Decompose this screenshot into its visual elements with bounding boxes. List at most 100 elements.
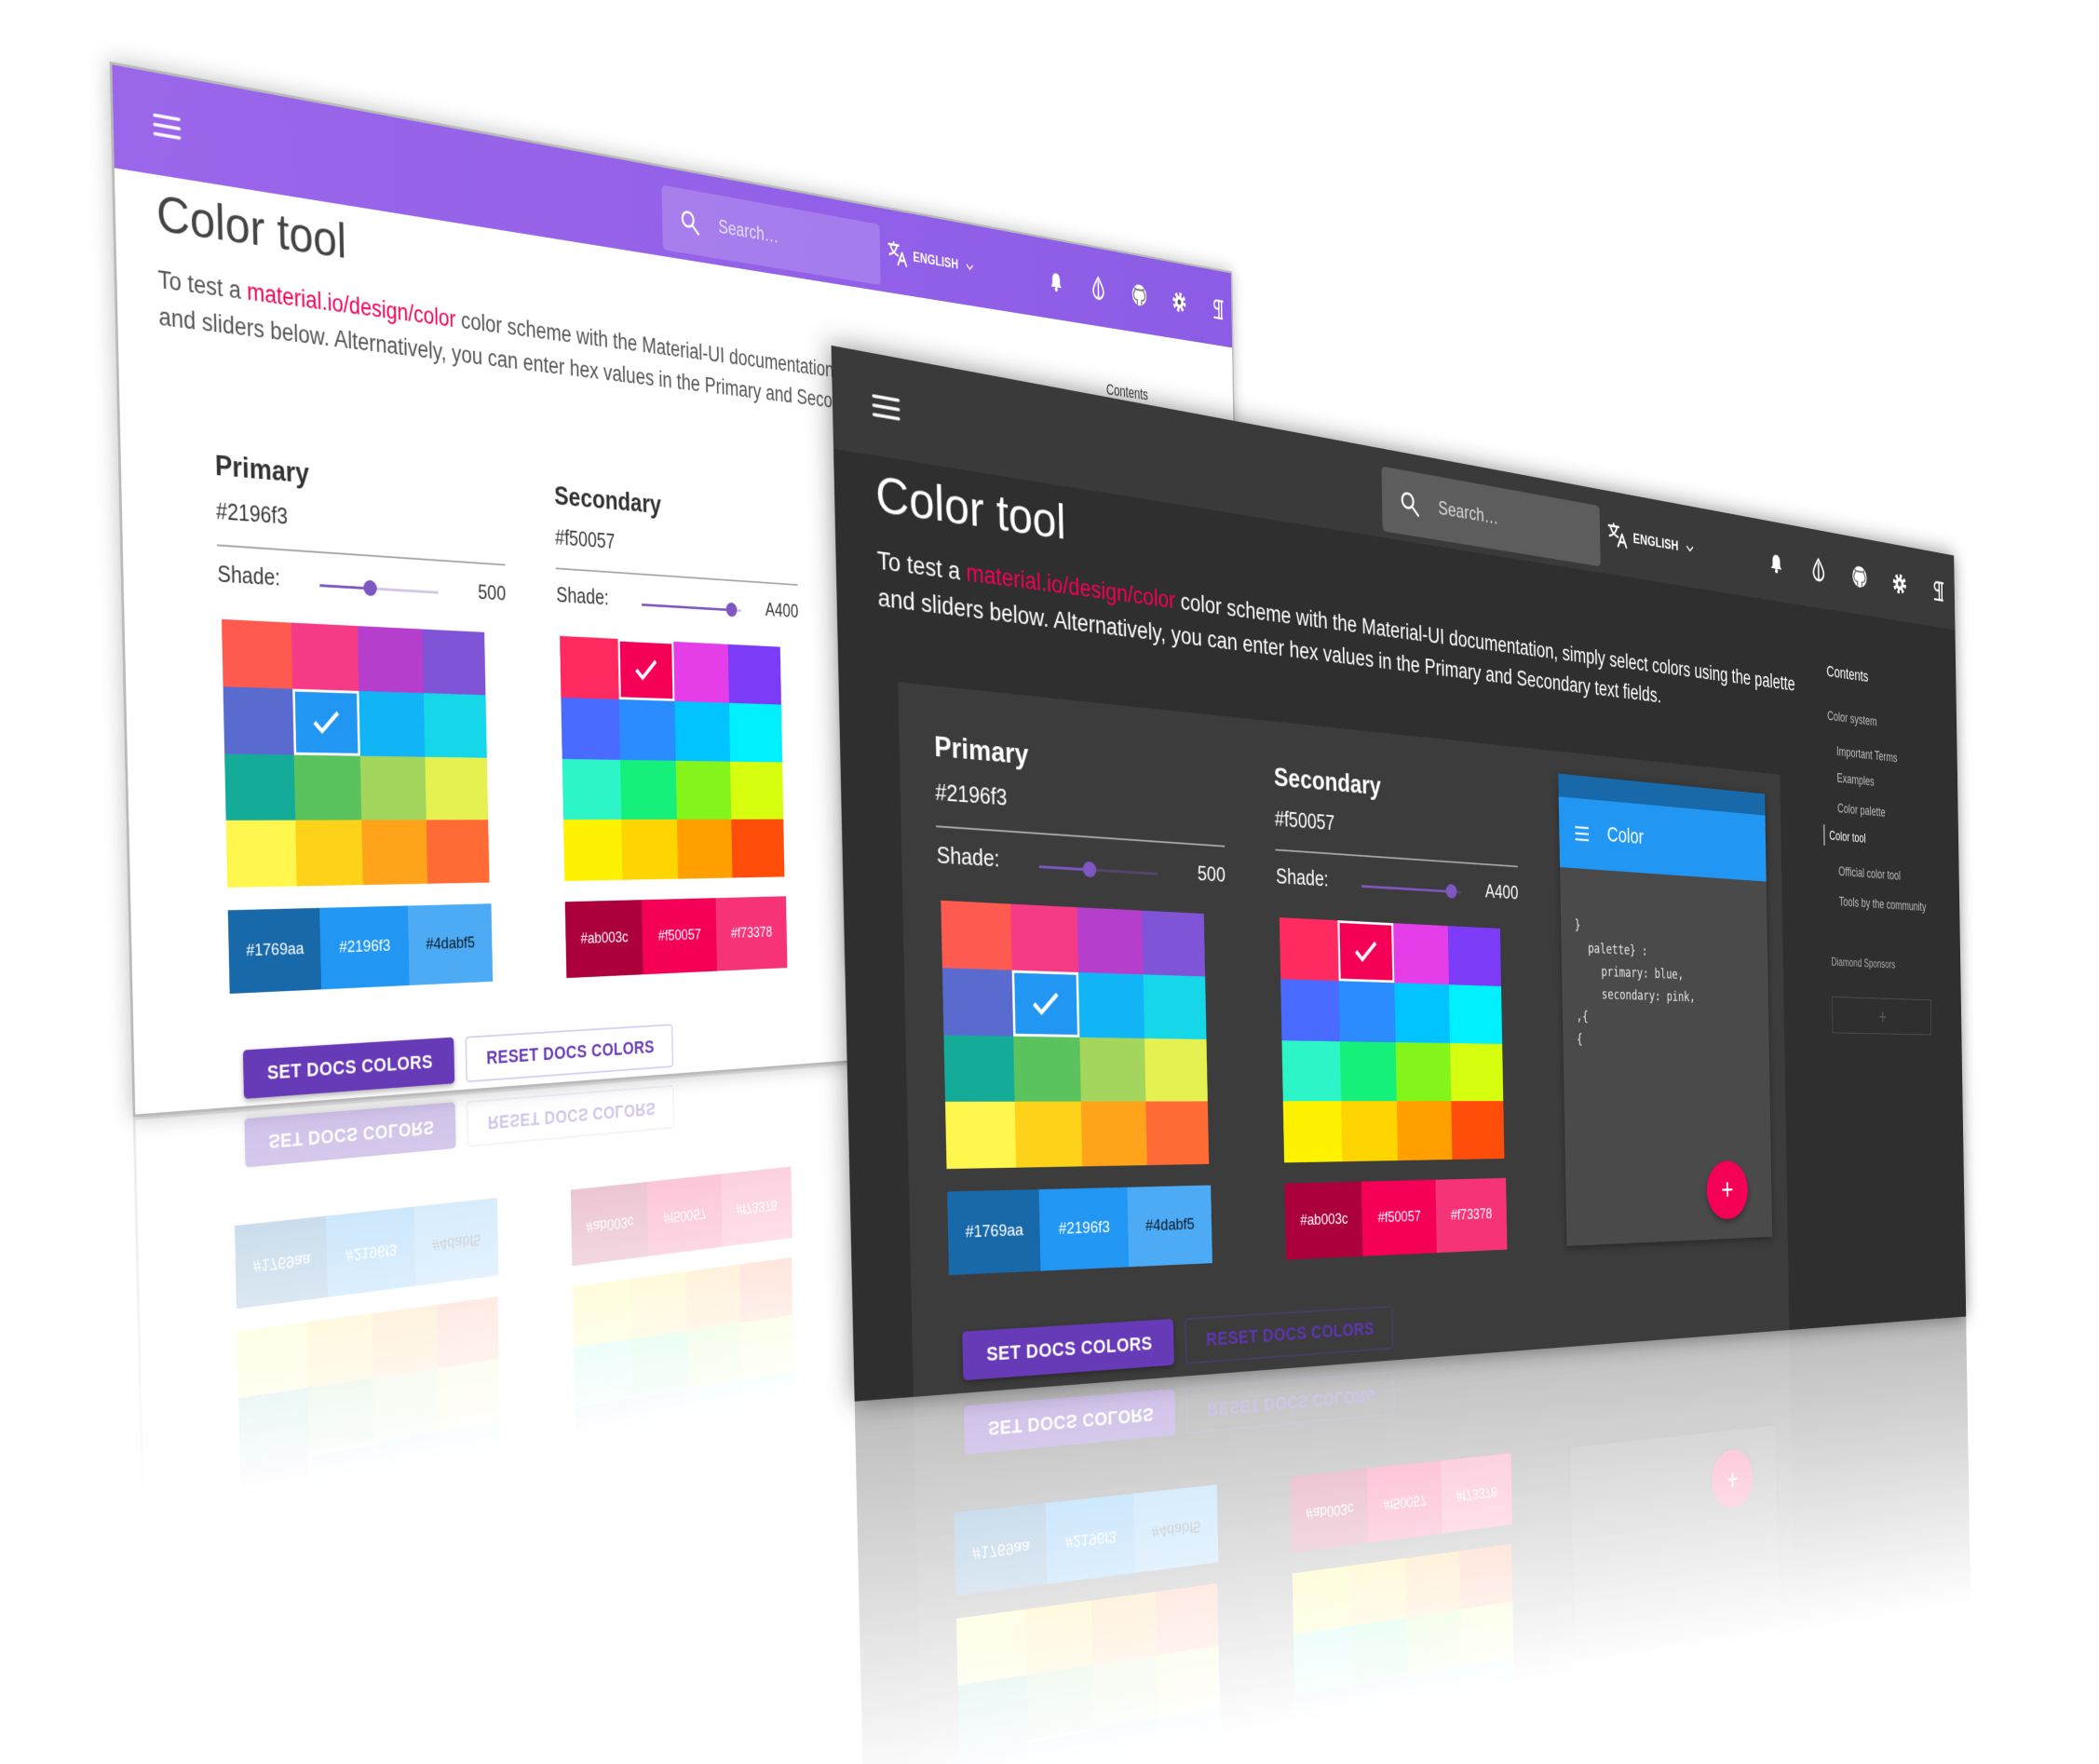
palette-cell[interactable] [562,820,623,881]
slider-thumb[interactable] [1082,861,1097,878]
palette-cell[interactable] [561,697,620,760]
palette-cell[interactable] [1144,1038,1208,1102]
shade-swatch[interactable]: #2196f3 [1038,1187,1129,1271]
palette-cell[interactable] [620,819,679,880]
palette-cell[interactable] [1394,982,1450,1043]
palette-cell[interactable] [617,638,675,701]
shade-swatch[interactable]: #f73378 [1435,1177,1508,1254]
palette-cell[interactable] [359,690,426,757]
palette-cell[interactable] [619,759,677,821]
palette-cell[interactable] [426,820,490,884]
palette-cell[interactable] [225,820,297,888]
palette-cell[interactable] [1143,974,1207,1039]
palette-cell[interactable] [1340,1101,1399,1162]
palette-cell[interactable] [560,635,619,699]
shade-swatch[interactable]: #ab003c [1284,1181,1363,1260]
shade-swatch[interactable]: #4dabf5 [1127,1185,1212,1268]
slider-thumb[interactable] [363,579,378,597]
drop-icon[interactable] [1090,274,1107,303]
github-icon[interactable] [1851,563,1869,590]
language-button[interactable]: ENGLISH [913,249,959,273]
translate-icon[interactable] [887,237,907,268]
palette-cell[interactable] [1393,923,1449,984]
palette-cell[interactable] [675,760,731,820]
bell-icon[interactable] [1767,548,1786,577]
bell-icon[interactable] [1047,266,1065,295]
pilcrow-icon[interactable] [1930,577,1947,604]
language-button[interactable]: ENGLISH [1632,530,1679,555]
palette-cell[interactable] [676,819,733,879]
contents-item[interactable]: Color system [1827,708,1877,729]
palette-cell[interactable] [1450,1101,1505,1160]
shade-swatch[interactable]: #4dabf5 [407,903,494,985]
palette-cell[interactable] [223,685,294,755]
palette-cell[interactable] [1449,1042,1504,1102]
palette-cell[interactable] [1079,1037,1146,1102]
palette-cell[interactable] [729,761,784,820]
palette-cell[interactable] [941,967,1013,1037]
palette-cell[interactable] [1282,1101,1343,1163]
palette-cell[interactable] [1014,1101,1083,1168]
palette-cell[interactable] [727,644,781,705]
palette-cell[interactable] [1279,917,1339,981]
palette-cell[interactable] [1395,1041,1451,1102]
palette-cell[interactable] [1141,910,1206,977]
palette-cell[interactable] [1077,907,1144,975]
palette-cell[interactable] [1145,1101,1210,1166]
fab-button[interactable]: + [1706,1160,1749,1220]
sponsor-slot[interactable] [1832,996,1931,1036]
pilcrow-icon[interactable] [1210,295,1226,322]
contents-item[interactable]: Examples [1836,770,1875,789]
palette-cell[interactable] [1280,978,1340,1041]
shade-slider[interactable] [1361,883,1462,899]
palette-cell[interactable] [1281,1039,1341,1102]
drop-icon[interactable] [1809,555,1827,584]
contents-item[interactable]: Official color tool [1838,863,1902,883]
contents-item[interactable]: Tools by the community [1838,894,1927,915]
palette-cell[interactable] [423,692,487,758]
contents-item[interactable]: Color palette [1836,801,1886,820]
slider-thumb[interactable] [1445,883,1457,899]
shade-slider[interactable] [319,579,439,597]
gear-icon[interactable] [1891,570,1908,598]
shade-swatch[interactable]: #2196f3 [319,905,410,990]
menu-icon[interactable] [869,386,902,428]
hex-input[interactable]: #2196f3 [935,780,1008,811]
contents-item[interactable]: Important Terms [1835,743,1898,766]
palette-cell[interactable] [728,702,783,763]
palette-cell[interactable] [674,700,730,762]
shade-swatch[interactable]: #f50057 [1361,1179,1437,1256]
palette-cell[interactable] [294,820,363,887]
palette-cell[interactable] [730,819,785,878]
palette-cell[interactable] [1077,971,1144,1038]
palette-cell[interactable] [422,629,486,696]
palette-cell[interactable] [1339,1040,1397,1102]
slider-thumb[interactable] [725,602,738,617]
shade-swatch[interactable]: #1769aa [227,907,322,994]
palette-cell[interactable] [425,756,489,821]
palette-cell[interactable] [562,758,621,821]
palette-cell[interactable] [291,688,360,756]
palette-cell[interactable] [224,753,295,821]
hex-input[interactable]: #f50057 [554,525,616,554]
palette-cell[interactable] [1447,926,1502,986]
palette-cell[interactable] [359,755,427,821]
github-icon[interactable] [1131,281,1148,309]
shade-slider[interactable] [1038,861,1158,878]
palette-cell[interactable] [293,754,362,821]
palette-cell[interactable] [1080,1101,1147,1167]
palette-cell[interactable] [673,641,729,703]
palette-cell[interactable] [1012,1036,1081,1102]
palette-cell[interactable] [361,820,427,886]
palette-cell[interactable] [291,622,359,691]
palette-cell[interactable] [1338,980,1396,1042]
palette-cell[interactable] [943,1035,1015,1103]
palette-cell[interactable] [618,699,676,761]
palette-cell[interactable] [944,1101,1016,1170]
gear-icon[interactable] [1171,288,1187,316]
contents-item[interactable]: Color tool [1829,828,1866,846]
palette-cell[interactable] [941,900,1012,970]
palette-cell[interactable] [357,626,424,693]
palette-cell[interactable] [221,618,292,689]
palette-cell[interactable] [1009,903,1078,972]
